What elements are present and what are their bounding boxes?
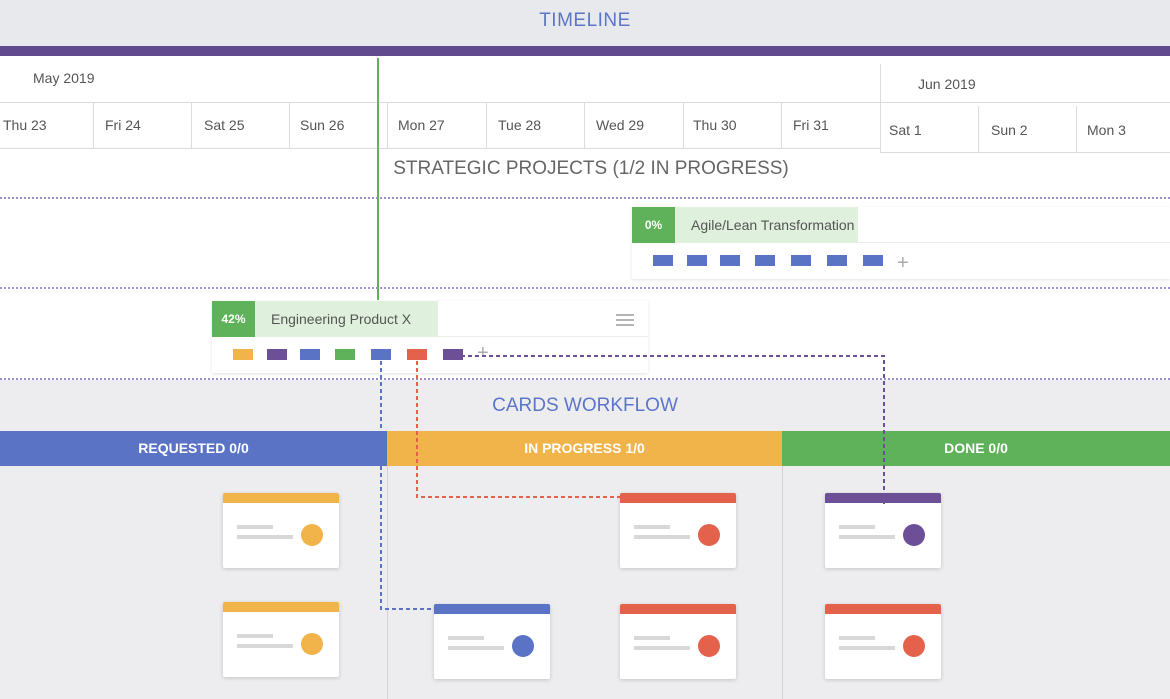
task-chip[interactable] xyxy=(791,255,811,266)
task-chip[interactable] xyxy=(863,255,883,266)
day-header: Sun 26 xyxy=(300,117,345,133)
workflow-card[interactable] xyxy=(434,604,550,679)
task-chip[interactable] xyxy=(335,349,355,360)
task-chip[interactable] xyxy=(267,349,287,360)
cards-workflow-heading: CARDS WORKFLOW xyxy=(492,395,678,416)
task-chip[interactable] xyxy=(443,349,463,360)
lane-divider xyxy=(0,197,1170,199)
assignee-avatar xyxy=(698,635,720,657)
task-chip[interactable] xyxy=(755,255,775,266)
day-header: Thu 30 xyxy=(693,117,737,133)
day-header: Sun 2 xyxy=(991,122,1028,138)
task-chip[interactable] xyxy=(653,255,673,266)
project-bar-track xyxy=(858,242,1170,243)
project-percent-badge: 0% xyxy=(632,207,675,243)
day-header: Thu 23 xyxy=(3,117,47,133)
month-label-may: May 2019 xyxy=(33,70,95,86)
column-header-done[interactable]: DONE 0/0 xyxy=(782,431,1170,466)
link-connector-red xyxy=(416,361,620,498)
assignee-avatar xyxy=(698,524,720,546)
project-name[interactable]: Agile/Lean Transformation xyxy=(675,207,858,243)
day-separator xyxy=(781,102,782,148)
day-header: Wed 29 xyxy=(596,117,644,133)
month-label-jun: Jun 2019 xyxy=(918,76,976,92)
day-separator xyxy=(1076,106,1077,152)
task-chip[interactable] xyxy=(687,255,707,266)
assignee-avatar xyxy=(512,635,534,657)
task-chip[interactable] xyxy=(827,255,847,266)
assignee-avatar xyxy=(903,635,925,657)
assignee-avatar xyxy=(903,524,925,546)
column-header-in-progress[interactable]: IN PROGRESS 1/0 xyxy=(387,431,782,466)
day-separator xyxy=(191,102,192,148)
day-separator xyxy=(584,102,585,148)
page-title: TIMELINE xyxy=(539,10,631,31)
day-separator xyxy=(387,102,388,148)
task-chip[interactable] xyxy=(233,349,253,360)
day-header: Sat 1 xyxy=(889,122,922,138)
workflow-card[interactable] xyxy=(620,604,736,679)
project-percent-badge: 42% xyxy=(212,301,255,337)
project-name[interactable]: Engineering Product X xyxy=(255,301,438,337)
workflow-card[interactable] xyxy=(223,602,339,677)
column-header-requested[interactable]: REQUESTED 0/0 xyxy=(0,431,387,466)
month-divider xyxy=(880,64,881,152)
plus-icon[interactable]: + xyxy=(477,342,489,364)
day-separator xyxy=(978,106,979,152)
task-chip[interactable] xyxy=(371,349,391,360)
day-header: Mon 27 xyxy=(398,117,445,133)
workflow-card[interactable] xyxy=(620,493,736,568)
day-header: Tue 28 xyxy=(498,117,542,133)
header-rule xyxy=(0,46,1170,56)
lane-divider xyxy=(0,287,1170,289)
workflow-card[interactable] xyxy=(825,493,941,568)
day-row-top-border xyxy=(0,102,1170,103)
strategic-projects-heading: STRATEGIC PROJECTS (1/2 IN PROGRESS) xyxy=(393,158,789,179)
task-chip[interactable] xyxy=(407,349,427,360)
task-chip[interactable] xyxy=(720,255,740,266)
project-bar-track xyxy=(438,336,648,337)
workflow-card[interactable] xyxy=(825,604,941,679)
column-separator xyxy=(387,466,388,699)
timeline-header xyxy=(0,0,1170,46)
link-connector-blue xyxy=(380,361,434,610)
day-header: Sat 25 xyxy=(204,117,245,133)
day-separator xyxy=(486,102,487,148)
month-row xyxy=(0,56,1170,102)
task-chip[interactable] xyxy=(300,349,320,360)
today-marker xyxy=(377,58,379,300)
day-separator xyxy=(289,102,290,148)
day-header: Mon 3 xyxy=(1087,122,1126,138)
lane-divider xyxy=(0,378,1170,380)
plus-icon[interactable]: + xyxy=(897,252,909,274)
column-separator xyxy=(782,466,783,699)
day-row-bottom-border-jun xyxy=(880,152,1170,153)
link-connector-purple xyxy=(454,355,885,506)
day-separator xyxy=(93,102,94,148)
day-header: Fri 31 xyxy=(793,117,829,133)
day-separator xyxy=(683,102,684,148)
day-row-bottom-border xyxy=(0,148,880,149)
workflow-card[interactable] xyxy=(223,493,339,568)
assignee-avatar xyxy=(301,524,323,546)
menu-icon[interactable] xyxy=(616,314,634,329)
day-header: Fri 24 xyxy=(105,117,141,133)
assignee-avatar xyxy=(301,633,323,655)
